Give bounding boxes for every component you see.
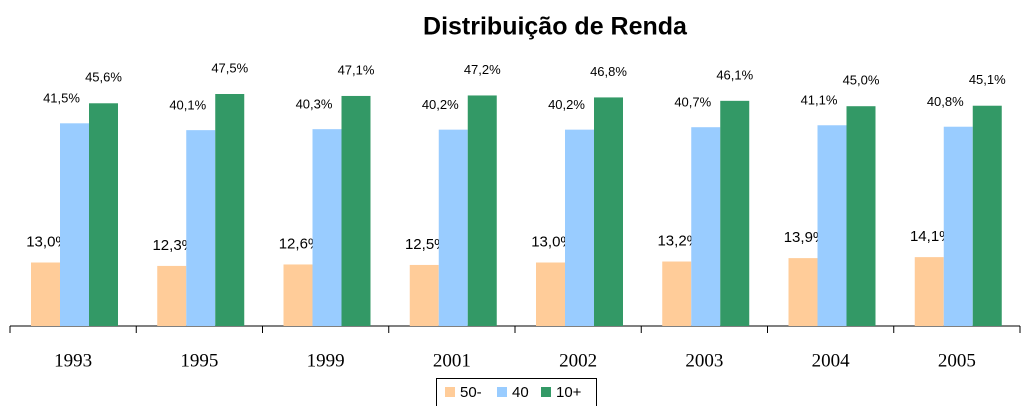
chart-title: Distribuição de Renda: [423, 13, 688, 41]
x-tick-label: 2002: [559, 350, 597, 371]
bar: [914, 257, 944, 326]
data-label: 46,8%: [590, 64, 627, 79]
data-label: 41,5%: [43, 91, 80, 106]
data-label: 12,3%: [152, 237, 195, 254]
bar: [467, 95, 497, 326]
data-label: 45,6%: [85, 70, 122, 85]
bar: [846, 106, 876, 326]
bar: [312, 129, 342, 326]
bar: [817, 125, 847, 327]
bar: [283, 264, 313, 326]
data-label: 45,1%: [969, 72, 1006, 87]
data-label: 13,0%: [26, 233, 69, 250]
x-tick-label: 1999: [307, 350, 345, 371]
legend-swatch: [541, 387, 551, 397]
bar: [186, 130, 216, 326]
bar: [215, 94, 245, 326]
bar: [662, 261, 692, 326]
data-label: 12,6%: [279, 235, 322, 252]
bar: [720, 100, 750, 327]
data-label: 13,9%: [784, 229, 827, 246]
x-tick-label: 1993: [54, 350, 92, 371]
x-tick-label: 1995: [180, 350, 218, 371]
data-label: 41,1%: [801, 93, 838, 108]
legend: [436, 378, 597, 406]
data-label: 47,2%: [464, 62, 501, 77]
data-label: 12,5%: [405, 236, 448, 253]
data-label: 47,5%: [211, 60, 248, 75]
bar: [972, 105, 1002, 326]
bar: [31, 262, 60, 326]
x-tick-label: 2004: [812, 350, 851, 371]
legend-swatch: [445, 387, 455, 397]
legend-label: 50-: [460, 384, 482, 401]
bar: [788, 258, 818, 326]
bar: [157, 265, 187, 326]
x-tick-label: 2001: [433, 350, 471, 371]
data-label: 47,1%: [338, 62, 375, 77]
bar: [565, 129, 594, 326]
bar: [60, 123, 89, 326]
data-label: 14,1%: [910, 228, 953, 245]
bar: [536, 262, 565, 326]
bar: [89, 103, 118, 326]
data-label: 46,1%: [716, 67, 753, 82]
bar: [691, 127, 721, 326]
legend-label: 10+: [556, 384, 582, 401]
data-label: 40,1%: [169, 98, 206, 113]
legend-label: 40: [512, 384, 529, 401]
bar: [409, 264, 439, 326]
data-label: 40,8%: [927, 94, 964, 109]
x-tick-label: 2005: [938, 350, 976, 371]
legend-swatch: [497, 387, 507, 397]
data-label: 13,0%: [531, 233, 574, 250]
data-label: 45,0%: [843, 73, 880, 88]
data-label: 13,2%: [657, 232, 700, 249]
x-tick-label: 2003: [685, 350, 723, 371]
data-label: 40,7%: [674, 95, 711, 110]
bar: [943, 126, 973, 326]
data-label: 40,3%: [296, 97, 333, 112]
bar: [341, 95, 371, 327]
bar: [594, 97, 623, 326]
data-label: 40,2%: [422, 97, 459, 112]
data-label: 40,2%: [548, 97, 585, 112]
bar: [438, 129, 468, 326]
